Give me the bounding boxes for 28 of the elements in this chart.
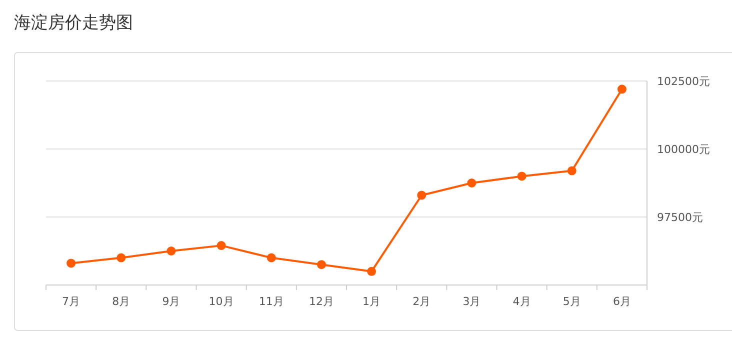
y-tick-label: 97500元 xyxy=(657,210,703,224)
point xyxy=(417,190,426,200)
x-tick-label: 9月 xyxy=(162,295,180,308)
point xyxy=(367,266,376,276)
x-tick-label: 4月 xyxy=(512,295,531,308)
x-tick-label: 7月 xyxy=(62,295,80,308)
x-tick-label: 10月 xyxy=(208,295,234,308)
point xyxy=(166,246,176,256)
x-tick-label: 1月 xyxy=(362,295,381,308)
point xyxy=(517,172,526,181)
x-tick-label: 12月 xyxy=(308,295,334,308)
chart-title: 海淀房价走势图 xyxy=(14,13,133,33)
x-tick-label: 8月 xyxy=(112,295,130,308)
x-tick-label: 6月 xyxy=(612,295,631,308)
y-tick-label: 102500元 xyxy=(657,74,710,88)
point xyxy=(116,253,126,262)
y-tick-label: 100000元 xyxy=(657,142,710,156)
x-tick-label: 3月 xyxy=(462,295,481,308)
x-tick-label: 2月 xyxy=(412,295,431,308)
point xyxy=(266,253,276,262)
point xyxy=(316,260,326,270)
point xyxy=(66,258,76,268)
point xyxy=(216,241,226,250)
x-tick-label: 5月 xyxy=(562,295,581,308)
point xyxy=(617,84,626,94)
point xyxy=(467,178,476,188)
x-tick-label: 11月 xyxy=(258,295,284,308)
point xyxy=(567,166,576,176)
